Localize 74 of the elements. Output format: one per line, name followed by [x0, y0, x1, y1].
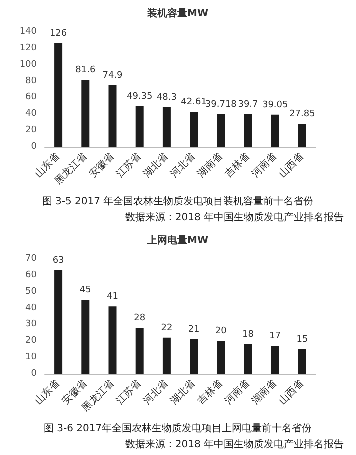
caption: 图 3-6 2017年全国农林生物质发电项目上网电量前十名省份	[44, 422, 312, 434]
x-tick-label: 河北省	[168, 150, 198, 180]
x-tick-label: 湖北省	[141, 150, 171, 180]
bar	[271, 346, 280, 374]
bar	[190, 112, 198, 147]
y-tick-label: 120	[20, 43, 38, 54]
chart-title: 装机容量MW	[146, 8, 208, 20]
data-label: 39.05	[262, 100, 288, 110]
y-tick-label: 60	[26, 92, 38, 103]
bar	[82, 80, 90, 147]
caption: 图 3-5 2017 年全国农林生物质发电项目装机容量前十名省份	[42, 196, 314, 208]
y-tick-label: 30	[26, 320, 38, 330]
bar	[162, 107, 171, 147]
x-tick-label: 河北省	[141, 377, 171, 408]
y-tick-label: 80	[26, 76, 38, 86]
y-tick-label: 140	[20, 27, 38, 37]
bar	[82, 300, 90, 374]
x-tick-label: 江苏省	[114, 377, 144, 408]
bar	[271, 114, 280, 147]
x-tick-label: 山西省	[276, 150, 306, 180]
source-note: 数据来源：2018 年中国生物质发电产业排名报告	[125, 212, 344, 224]
bar	[54, 44, 63, 147]
bar	[244, 344, 252, 374]
x-tick-label: 江苏省	[114, 150, 144, 180]
x-tick-label: 湖北省	[168, 377, 198, 408]
data-label: 39.718	[205, 100, 238, 110]
y-tick-label: 50	[26, 286, 38, 297]
data-label: 49.35	[126, 92, 153, 102]
y-tick-label: 40	[26, 109, 38, 120]
bar	[244, 114, 252, 147]
x-tick-label: 湖南省	[250, 377, 280, 408]
y-tick-label: 40	[26, 303, 38, 314]
data-label: 27.85	[290, 110, 316, 120]
y-tick-label: 0	[31, 369, 38, 379]
y-tick-label: 60	[26, 270, 38, 280]
data-label: 74.9	[102, 70, 124, 81]
x-tick-label: 安徽省	[86, 150, 117, 180]
x-tick-label: 山西省	[276, 377, 306, 408]
bar	[298, 124, 306, 147]
data-label: 18	[242, 330, 254, 340]
bar	[136, 328, 144, 374]
data-label: 41	[107, 292, 118, 302]
data-label: 15	[296, 334, 308, 345]
bar	[136, 106, 144, 147]
bar	[108, 85, 117, 147]
y-tick-label: 10	[26, 352, 38, 363]
data-label: 22	[161, 323, 173, 334]
data-label: 42.61	[181, 98, 207, 108]
data-label: 63	[52, 256, 64, 266]
y-tick-label: 0	[31, 142, 38, 152]
data-label: 17	[270, 332, 282, 342]
x-tick-label: 山东省	[32, 377, 62, 408]
bar	[217, 114, 226, 147]
bar	[190, 340, 198, 374]
data-label: 21	[188, 325, 200, 335]
y-tick-label: 20	[26, 126, 38, 136]
data-label: 39.7	[238, 100, 258, 110]
y-tick-label: 20	[26, 336, 38, 346]
data-label: 126	[50, 29, 68, 39]
y-tick-label: 70	[26, 254, 38, 264]
data-label: 20	[215, 326, 228, 337]
bar	[54, 270, 63, 374]
bar	[217, 341, 226, 374]
bar	[162, 338, 171, 374]
data-label: 48.3	[156, 92, 177, 103]
chart-title: 上网电量MW	[146, 234, 208, 246]
data-label: 28	[134, 314, 146, 324]
y-tick-label: 100	[20, 60, 38, 70]
data-label: 81.6	[76, 65, 96, 76]
bar	[108, 306, 117, 374]
source-note: 数据来源：2018 年中国生物质发电产业排名报告	[125, 438, 344, 450]
bar	[298, 349, 306, 374]
x-tick-label: 河南省	[250, 150, 280, 180]
data-label: 45	[80, 286, 92, 296]
